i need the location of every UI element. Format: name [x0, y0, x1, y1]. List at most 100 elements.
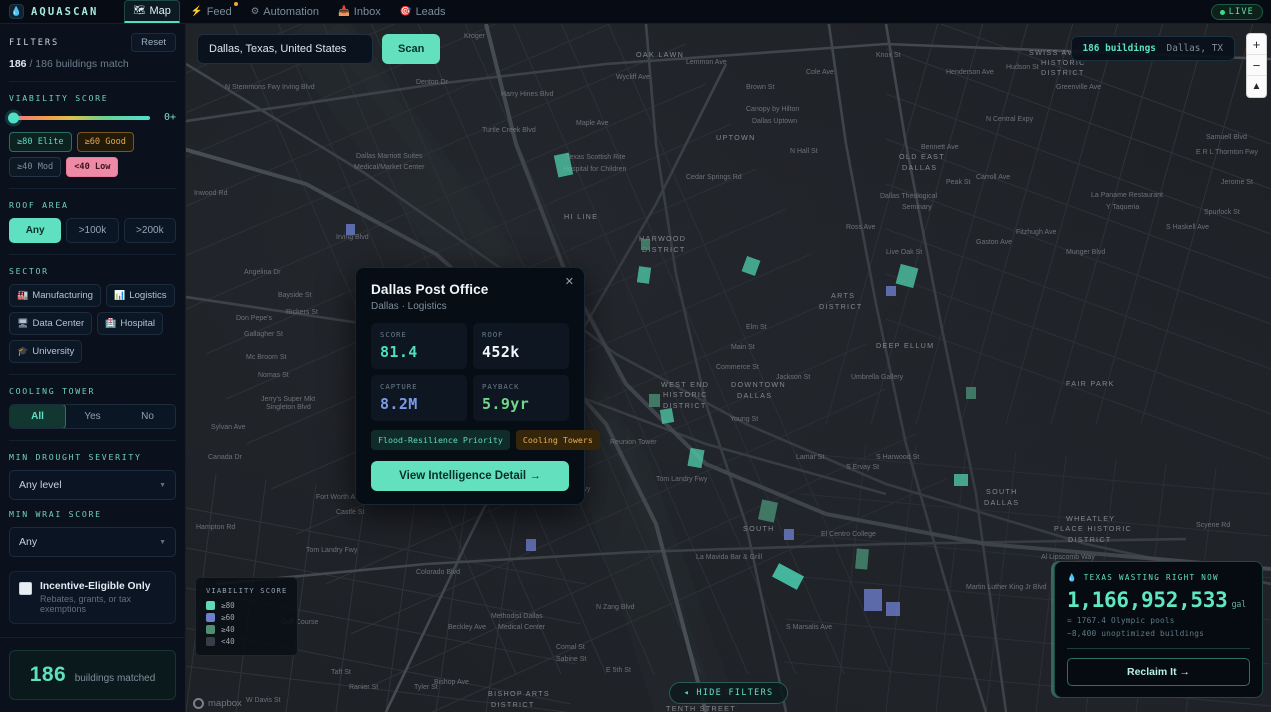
- wrai-score-select[interactable]: Any ▼: [9, 527, 176, 557]
- nav-tab-label: Leads: [415, 5, 446, 18]
- sector-option-label: Manufacturing: [32, 290, 94, 301]
- incentive-subtitle: Rebates, grants, or tax exemptions: [40, 594, 132, 614]
- divider: [9, 440, 176, 441]
- matched-count: 186: [29, 663, 67, 686]
- cooling-tower-option-all[interactable]: All: [10, 405, 66, 428]
- waste-header: 💧 TEXAS WASTING RIGHT NOW: [1067, 573, 1250, 582]
- waste-equivalent-pools: = 1767.4 Olympic pools: [1067, 616, 1175, 625]
- map-building-polygon[interactable]: [954, 474, 968, 486]
- legend-items: ≥80 ≥60 ≥40 <40: [206, 601, 287, 646]
- chevron-down-icon: ▼: [159, 481, 166, 489]
- nav-tab-map[interactable]: 🗺 Map: [124, 0, 180, 23]
- sector-option-logistics[interactable]: 📊 Logistics: [106, 284, 175, 307]
- map-building-polygon[interactable]: [641, 239, 650, 250]
- nav-tab-feed[interactable]: ⚡ Feed: [183, 0, 240, 23]
- map-building-polygon[interactable]: [659, 408, 675, 424]
- reclaim-it-button[interactable]: Reclaim It →: [1067, 658, 1250, 686]
- roof-area-option-2[interactable]: >200k: [123, 218, 176, 243]
- nav-tab-inbox[interactable]: 📥 Inbox: [330, 0, 389, 23]
- live-indicator-dot: [1219, 9, 1225, 15]
- stat-payback: PAYBACK 5.9yr: [473, 375, 569, 421]
- viability-chip-low[interactable]: <40 Low: [66, 157, 119, 177]
- popup-tag-cool: Cooling Towers: [515, 430, 600, 450]
- cooling-tower-section-header: COOLING TOWER: [0, 386, 185, 396]
- close-icon[interactable]: ✕: [564, 276, 574, 288]
- map-search-row: Scan: [197, 34, 441, 64]
- wrai-selected-value: Any: [19, 536, 38, 548]
- warehouse-icon: 📊: [114, 290, 126, 300]
- map-building-polygon[interactable]: [636, 266, 652, 284]
- viability-chip-elite[interactable]: ≥80 Elite: [9, 132, 72, 152]
- live-status-badge[interactable]: LIVE: [1210, 4, 1263, 20]
- reset-filters-button[interactable]: Reset: [131, 33, 176, 52]
- zoom-in-icon[interactable]: +: [1247, 34, 1266, 55]
- map-building-polygon[interactable]: [784, 529, 794, 540]
- viability-chip-mod[interactable]: ≥40 Mod: [9, 157, 62, 177]
- map-attribution[interactable]: mapbox: [193, 698, 242, 709]
- stat-key: PAYBACK: [482, 382, 520, 391]
- stat-value: 452k: [482, 343, 520, 361]
- drought-severity-select[interactable]: Any level ▼: [9, 470, 176, 500]
- popup-subtitle: Dallas · Logistics: [371, 301, 447, 312]
- legend-item: ≥80: [206, 601, 287, 610]
- wrai-section-header: MIN WRAI SCORE: [0, 509, 185, 519]
- divider: [1067, 648, 1250, 649]
- legend-swatch: [206, 625, 215, 634]
- building-count-badge: 186 buildings Dallas, TX: [1070, 36, 1235, 61]
- scan-button[interactable]: Scan: [382, 34, 441, 64]
- map-canvas[interactable]: Kroger N Stemmons Fwy OAK LAWN Canopy by Hi…: [186, 24, 1271, 712]
- cooling-tower-option-yes[interactable]: Yes: [84, 411, 101, 422]
- viability-slider[interactable]: [8, 112, 150, 123]
- viability-slider-handle[interactable]: [8, 112, 19, 123]
- sector-option-label: University: [32, 346, 75, 357]
- location-search-input[interactable]: [197, 34, 373, 64]
- map-building-polygon[interactable]: [864, 589, 882, 611]
- zoom-out-icon[interactable]: −: [1247, 55, 1266, 76]
- map-building-polygon[interactable]: [526, 539, 536, 551]
- nav-tab-automation[interactable]: ⚙ Automation: [243, 0, 327, 23]
- stat-value: 8.2M: [380, 395, 418, 413]
- viability-slider-row: 0+: [0, 103, 185, 123]
- cooling-tower-option-no[interactable]: No: [141, 411, 154, 422]
- waste-equivalent-buildings: ~8,400 unoptimized buildings: [1067, 629, 1205, 638]
- filters-sidebar: FILTERS Reset 186 / 186 buildings match …: [0, 24, 186, 712]
- mapbox-logo-icon: [193, 698, 204, 709]
- target-icon: 🎯: [399, 5, 412, 17]
- divider: [9, 374, 176, 375]
- roof-area-option-1[interactable]: >100k: [66, 218, 119, 243]
- cooling-tower-title: COOLING TOWER: [9, 386, 96, 396]
- nav-tab-label: Inbox: [353, 5, 381, 18]
- count-location: Dallas, TX: [1166, 43, 1223, 54]
- sector-option-label: Logistics: [129, 290, 167, 301]
- waste-amount-row: 1,166,952,533 gal: [1067, 588, 1250, 612]
- incentive-checkbox[interactable]: [19, 582, 32, 595]
- sector-option-university[interactable]: 🎓 University: [9, 340, 83, 363]
- match-count: 186: [9, 58, 27, 70]
- map-building-polygon[interactable]: [855, 548, 869, 570]
- legend-title: VIABILITY SCORE: [206, 586, 288, 595]
- map-building-polygon[interactable]: [649, 394, 660, 407]
- map-building-polygon[interactable]: [966, 387, 976, 399]
- roof-area-option-0[interactable]: Any: [9, 218, 62, 243]
- brand-logo[interactable]: 💧 AQUASCAN: [0, 4, 98, 19]
- compass-icon[interactable]: ▲: [1251, 81, 1262, 92]
- roof-area-options: Any >100k >200k: [0, 210, 185, 243]
- map-building-polygon[interactable]: [886, 602, 900, 616]
- matched-label: buildings matched: [74, 673, 156, 684]
- hide-filters-button[interactable]: ◂ HIDE FILTERS: [668, 682, 789, 704]
- viability-title: VIABILITY SCORE: [9, 93, 109, 103]
- sector-option-hospital[interactable]: 🏥 Hospital: [97, 312, 164, 335]
- view-intelligence-detail-button[interactable]: View Intelligence Detail →: [371, 461, 569, 491]
- sector-option-data-center[interactable]: 🖥 Data Center: [9, 312, 93, 335]
- waste-header-label: TEXAS WASTING RIGHT NOW: [1083, 573, 1219, 582]
- divider: [0, 637, 185, 638]
- viability-chip-good[interactable]: ≥60 Good: [76, 132, 134, 152]
- legend-label: ≥40: [221, 625, 235, 634]
- incentive-eligible-toggle[interactable]: Incentive-Eligible Only Rebates, grants,…: [9, 571, 176, 624]
- bolt-icon: ⚡: [190, 5, 203, 17]
- sector-option-manufacturing[interactable]: 🏭 Manufacturing: [9, 284, 102, 307]
- nav-tab-leads[interactable]: 🎯 Leads: [392, 0, 454, 23]
- map-building-polygon[interactable]: [886, 286, 896, 296]
- stat-key: ROOF: [482, 330, 504, 339]
- map-building-polygon[interactable]: [346, 224, 355, 235]
